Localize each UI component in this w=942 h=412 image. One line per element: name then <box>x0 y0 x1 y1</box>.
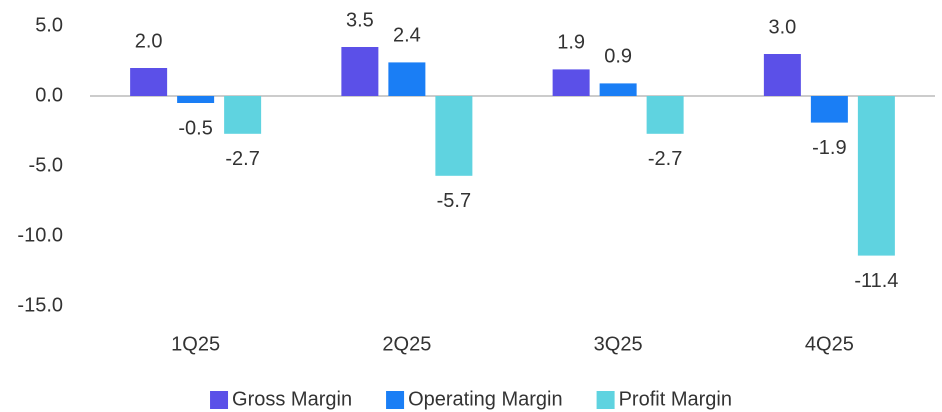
bar <box>388 62 426 96</box>
data-label: 2.4 <box>393 25 421 47</box>
data-label: -0.5 <box>178 117 212 139</box>
legend-swatch <box>210 391 229 409</box>
data-label: 3.5 <box>346 9 374 31</box>
y-tick-label: -15.0 <box>17 294 63 316</box>
y-tick-label: 0.0 <box>35 84 63 106</box>
bar <box>177 96 215 103</box>
legend-swatch <box>596 391 615 409</box>
y-tick-label: -10.0 <box>17 224 63 246</box>
data-label: 2.0 <box>135 30 163 52</box>
bar <box>810 96 848 123</box>
bar <box>646 96 684 134</box>
legend-label: Profit Margin <box>619 388 732 410</box>
bar <box>552 69 590 96</box>
legend-swatch <box>386 391 405 409</box>
bar <box>857 96 895 256</box>
data-label: -2.7 <box>648 148 682 170</box>
x-tick-label: 4Q25 <box>805 333 854 355</box>
data-label: -1.9 <box>812 137 846 159</box>
bar <box>763 54 801 96</box>
legend-label: Operating Margin <box>408 388 563 410</box>
data-label: -2.7 <box>225 148 259 170</box>
data-label: 3.0 <box>768 16 796 38</box>
bar <box>435 96 473 176</box>
y-tick-label: -5.0 <box>29 154 63 176</box>
data-label: 1.9 <box>557 32 585 54</box>
bar <box>130 68 168 96</box>
legend-label: Gross Margin <box>232 388 352 410</box>
bar <box>599 83 637 96</box>
bar <box>224 96 262 134</box>
data-label: -5.7 <box>437 190 471 212</box>
x-tick-label: 2Q25 <box>382 333 431 355</box>
y-tick-label: 5.0 <box>35 14 63 36</box>
x-tick-label: 1Q25 <box>171 333 220 355</box>
x-tick-label: 3Q25 <box>594 333 643 355</box>
data-label: -11.4 <box>854 270 898 292</box>
bar <box>341 47 379 96</box>
data-label: 0.9 <box>604 46 632 68</box>
